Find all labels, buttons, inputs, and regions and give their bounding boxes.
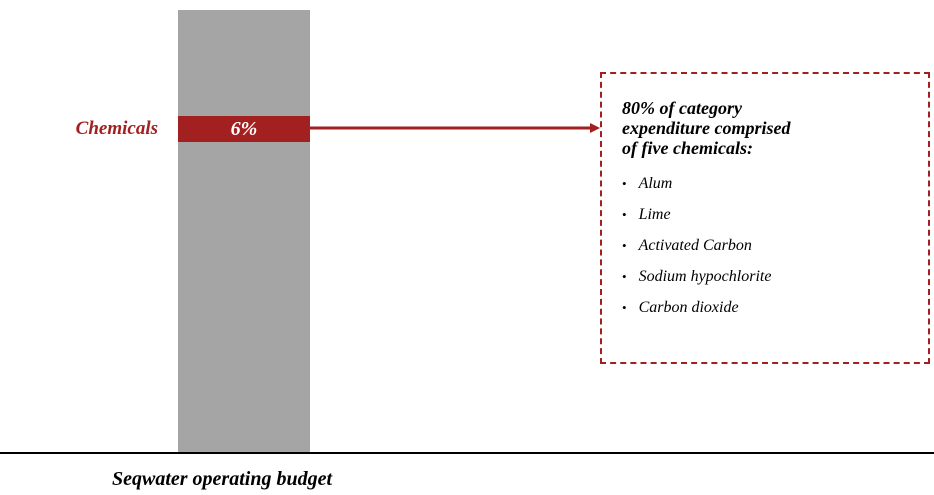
footer: Seqwater operating budget [112,468,333,490]
callout-item: Carbon dioxide [622,292,771,323]
callout-title-line: expenditure comprised [622,118,791,138]
baseline [0,452,934,454]
callout-box [600,72,930,364]
callout-title: 80% of category expenditure comprised of f… [622,98,791,158]
callout-title-line: 80% of category [622,98,742,118]
callout-item: Sodium hypochlorite [622,261,772,292]
chemicals-segment: 6% [178,116,310,142]
callout-item: Alum [622,168,771,199]
callout-list: AlumLimeActivated CarbonSodium hypochlor… [622,168,772,323]
callout-item: Lime [622,199,771,230]
arrow-head [590,123,600,133]
callout-item: Activated Carbon [622,230,771,261]
callout-title-line: of five chemicals: [622,138,753,158]
budget-bar [178,10,310,452]
segment-label: Chemicals [75,118,158,139]
